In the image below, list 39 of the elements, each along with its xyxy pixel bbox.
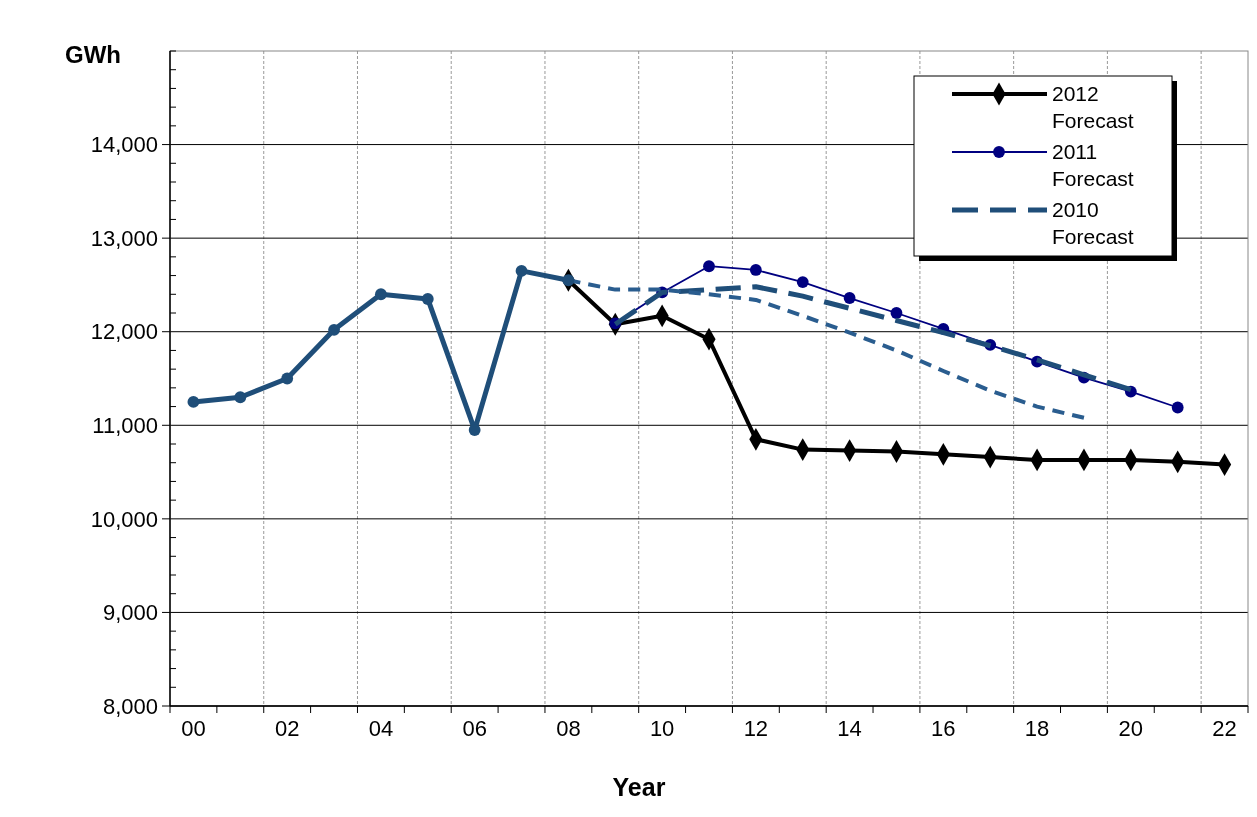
- x-tick-label: 22: [1212, 716, 1237, 741]
- y-tick-label: 8,000: [102, 693, 158, 719]
- point: [234, 391, 247, 404]
- legend-label: 2010 Forecast: [1052, 198, 1134, 248]
- x-tick-label: 20: [1118, 716, 1144, 741]
- point: [562, 274, 575, 287]
- point: [1171, 401, 1184, 414]
- point: [468, 424, 481, 436]
- point: [749, 264, 762, 276]
- point: [515, 264, 528, 277]
- y-axis-title: GWh: [65, 41, 121, 68]
- x-tick-label: 16: [931, 716, 956, 741]
- point: [187, 395, 200, 408]
- point: [796, 276, 809, 289]
- x-tick-label: 04: [368, 716, 394, 741]
- y-tick-label: 14,000: [90, 132, 158, 158]
- x-tick-label: 14: [837, 716, 862, 741]
- point: [843, 292, 856, 304]
- x-tick-label: 02: [274, 716, 300, 741]
- y-tick-label: 11,000: [92, 412, 158, 438]
- point: [375, 288, 387, 301]
- point: [703, 260, 715, 273]
- y-tick-label: 10,000: [90, 506, 158, 532]
- point: [328, 323, 340, 336]
- x-tick-label: 10: [649, 716, 675, 741]
- legend-label: 2012 Forecast: [1052, 82, 1134, 132]
- y-tick-label: 9,000: [102, 600, 158, 626]
- y-tick-label: 13,000: [90, 225, 158, 251]
- x-tick-label: 00: [181, 716, 206, 741]
- x-tick-label: 08: [556, 716, 581, 741]
- x-tick-label: 18: [1024, 716, 1050, 741]
- x-tick-label: 12: [743, 716, 769, 741]
- point: [281, 372, 294, 385]
- y-tick-label: 12,000: [90, 319, 158, 345]
- x-tick-label: 06: [462, 716, 487, 741]
- legend-label: 2011 Forecast: [1052, 140, 1134, 190]
- point: [421, 293, 434, 305]
- x-axis-title: Year: [612, 773, 666, 801]
- point: [890, 307, 903, 319]
